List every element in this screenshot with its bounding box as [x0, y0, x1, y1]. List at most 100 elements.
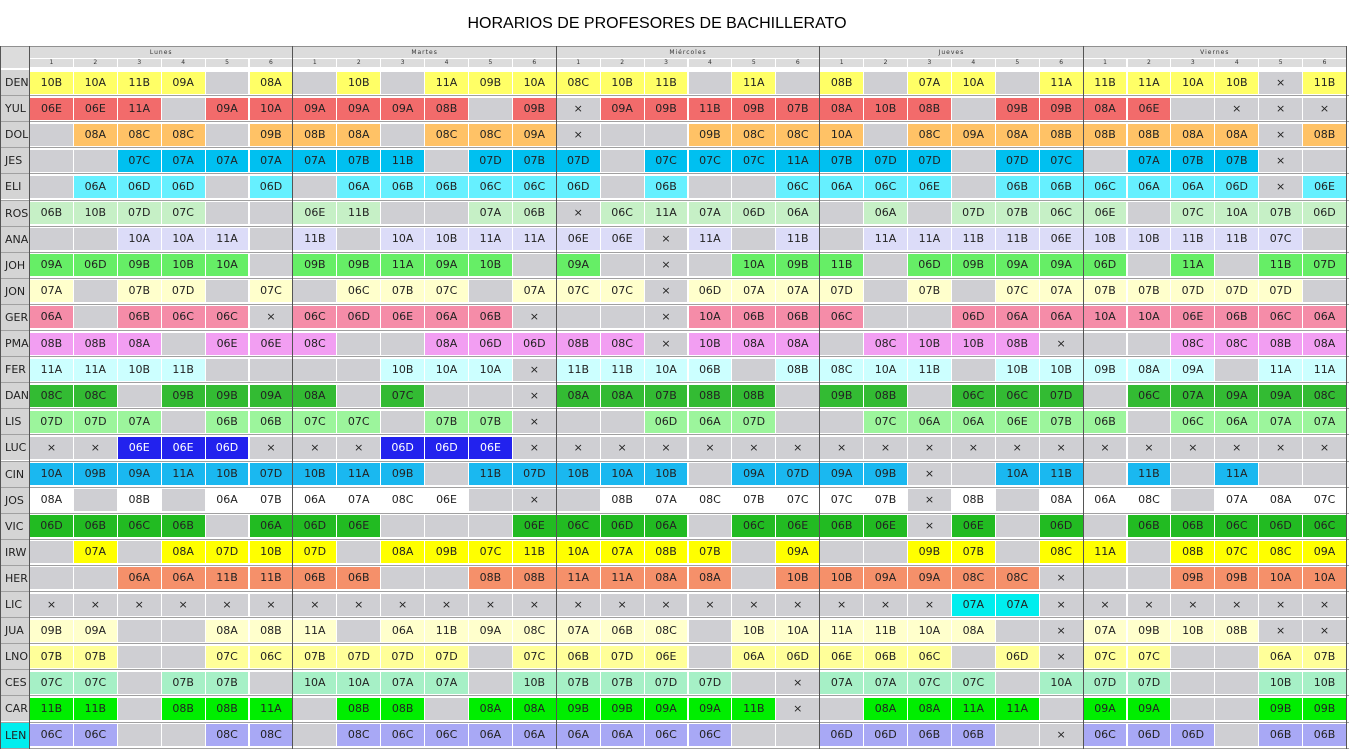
- schedule-cell[interactable]: 06D: [995, 645, 1039, 668]
- schedule-cell[interactable]: 06C: [688, 724, 732, 746]
- schedule-cell[interactable]: 06E: [556, 228, 600, 251]
- schedule-cell[interactable]: 09A: [381, 97, 425, 120]
- schedule-cell[interactable]: 06A: [1039, 306, 1083, 329]
- schedule-cell[interactable]: 10A: [337, 671, 381, 694]
- schedule-cell[interactable]: 11A: [644, 202, 688, 224]
- schedule-cell[interactable]: [1083, 149, 1127, 172]
- schedule-cell[interactable]: ×: [644, 306, 688, 329]
- schedule-cell[interactable]: [644, 123, 688, 146]
- schedule-cell[interactable]: 08A: [732, 332, 776, 355]
- schedule-cell[interactable]: 09A: [512, 123, 556, 146]
- schedule-cell[interactable]: 06B: [1039, 175, 1083, 198]
- schedule-cell[interactable]: [864, 541, 907, 564]
- schedule-cell[interactable]: 07A: [425, 671, 468, 694]
- schedule-cell[interactable]: 07C: [1083, 645, 1127, 668]
- schedule-cell[interactable]: 06E: [337, 515, 381, 538]
- schedule-cell[interactable]: 07D: [249, 463, 293, 485]
- schedule-cell[interactable]: ×: [469, 593, 512, 616]
- schedule-cell[interactable]: 11A: [1039, 71, 1083, 94]
- schedule-cell[interactable]: ×: [776, 671, 820, 694]
- schedule-cell[interactable]: 09B: [512, 97, 556, 120]
- schedule-cell[interactable]: [161, 332, 205, 355]
- schedule-cell[interactable]: [293, 724, 337, 746]
- schedule-cell[interactable]: [161, 724, 205, 746]
- schedule-cell[interactable]: 10B: [117, 358, 161, 381]
- schedule-cell[interactable]: ×: [1039, 593, 1083, 616]
- schedule-cell[interactable]: 09B: [73, 463, 117, 485]
- schedule-cell[interactable]: 06D: [117, 175, 161, 198]
- schedule-cell[interactable]: 08C: [1171, 332, 1215, 355]
- schedule-cell[interactable]: 06C: [337, 280, 381, 303]
- schedule-cell[interactable]: [1039, 697, 1083, 720]
- schedule-cell[interactable]: ×: [512, 306, 556, 329]
- schedule-cell[interactable]: 06D: [30, 515, 73, 538]
- schedule-cell[interactable]: 07C: [1171, 202, 1215, 224]
- schedule-cell[interactable]: ×: [556, 436, 600, 459]
- schedule-cell[interactable]: 09B: [249, 123, 293, 146]
- teacher-label[interactable]: DOL: [1, 122, 29, 148]
- schedule-cell[interactable]: 06E: [951, 515, 995, 538]
- schedule-cell[interactable]: ×: [688, 436, 732, 459]
- schedule-cell[interactable]: 11B: [1303, 71, 1346, 94]
- schedule-cell[interactable]: 06C: [469, 175, 512, 198]
- schedule-cell[interactable]: 11B: [1083, 71, 1127, 94]
- schedule-cell[interactable]: 07A: [1215, 489, 1259, 512]
- schedule-cell[interactable]: 07C: [995, 280, 1039, 303]
- schedule-cell[interactable]: [161, 645, 205, 668]
- schedule-cell[interactable]: 11B: [337, 202, 381, 224]
- schedule-cell[interactable]: 07D: [1259, 280, 1303, 303]
- schedule-cell[interactable]: 09A: [337, 97, 381, 120]
- schedule-cell[interactable]: [820, 410, 864, 433]
- schedule-cell[interactable]: [1215, 358, 1259, 381]
- schedule-cell[interactable]: [688, 463, 732, 485]
- schedule-cell[interactable]: ×: [908, 515, 951, 538]
- schedule-cell[interactable]: 06E: [776, 515, 820, 538]
- schedule-cell[interactable]: 06C: [73, 724, 117, 746]
- schedule-cell[interactable]: 08A: [469, 697, 512, 720]
- schedule-cell[interactable]: [1303, 228, 1346, 251]
- schedule-cell[interactable]: 11A: [73, 358, 117, 381]
- schedule-cell[interactable]: [600, 254, 644, 277]
- schedule-cell[interactable]: 07C: [1039, 149, 1083, 172]
- schedule-cell[interactable]: [732, 541, 776, 564]
- schedule-cell[interactable]: 09B: [30, 619, 73, 642]
- schedule-cell[interactable]: 09B: [425, 541, 468, 564]
- schedule-cell[interactable]: ×: [1039, 332, 1083, 355]
- schedule-cell[interactable]: 09B: [995, 97, 1039, 120]
- schedule-cell[interactable]: ×: [1303, 97, 1346, 120]
- schedule-cell[interactable]: [425, 697, 468, 720]
- schedule-cell[interactable]: 06B: [688, 358, 732, 381]
- schedule-cell[interactable]: 11B: [469, 463, 512, 485]
- schedule-cell[interactable]: 06A: [908, 410, 951, 433]
- schedule-cell[interactable]: 08C: [512, 619, 556, 642]
- schedule-cell[interactable]: [30, 228, 73, 251]
- schedule-cell[interactable]: [381, 332, 425, 355]
- schedule-cell[interactable]: 09B: [381, 463, 425, 485]
- schedule-cell[interactable]: 06B: [776, 306, 820, 329]
- schedule-cell[interactable]: 06A: [469, 724, 512, 746]
- schedule-cell[interactable]: [1215, 671, 1259, 694]
- schedule-cell[interactable]: 06A: [161, 567, 205, 590]
- schedule-cell[interactable]: ×: [512, 384, 556, 407]
- schedule-cell[interactable]: 06C: [1083, 724, 1127, 746]
- schedule-cell[interactable]: 08B: [776, 358, 820, 381]
- teacher-label[interactable]: YUL: [1, 96, 29, 122]
- schedule-cell[interactable]: 06D: [1039, 515, 1083, 538]
- schedule-cell[interactable]: 07D: [381, 645, 425, 668]
- schedule-cell[interactable]: ×: [644, 280, 688, 303]
- schedule-cell[interactable]: 08B: [293, 123, 337, 146]
- schedule-cell[interactable]: 11A: [995, 697, 1039, 720]
- schedule-cell[interactable]: 06C: [381, 724, 425, 746]
- schedule-cell[interactable]: 11A: [1083, 541, 1127, 564]
- schedule-cell[interactable]: [512, 254, 556, 277]
- schedule-cell[interactable]: [469, 97, 512, 120]
- schedule-cell[interactable]: 08C: [293, 332, 337, 355]
- schedule-cell[interactable]: 08A: [249, 71, 293, 94]
- schedule-cell[interactable]: 07A: [381, 671, 425, 694]
- schedule-cell[interactable]: 07D: [864, 149, 907, 172]
- schedule-cell[interactable]: 09B: [1171, 567, 1215, 590]
- schedule-cell[interactable]: 07D: [820, 280, 864, 303]
- schedule-cell[interactable]: 07C: [30, 671, 73, 694]
- schedule-cell[interactable]: 07B: [512, 149, 556, 172]
- schedule-cell[interactable]: 07A: [469, 202, 512, 224]
